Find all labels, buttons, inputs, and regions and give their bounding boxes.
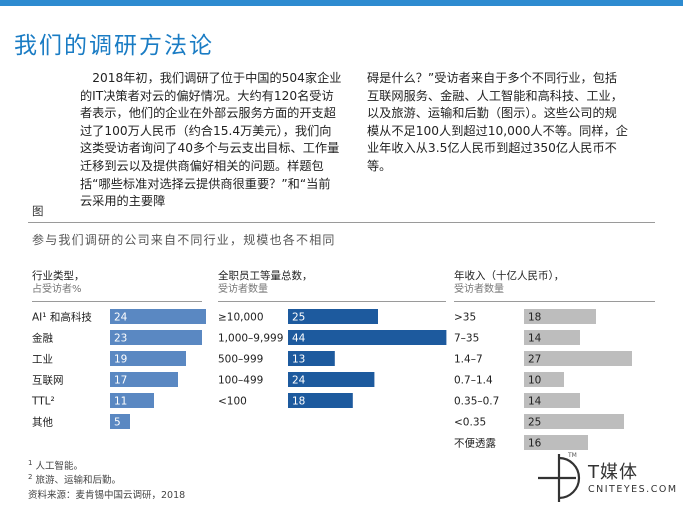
cniteyes-logo-icon — [538, 454, 581, 502]
industry-bar — [110, 330, 202, 345]
industry-category-label: 工业 — [32, 354, 53, 366]
logo-site: CNITEYES.COM — [588, 484, 678, 495]
footnote-2-mark: 2 — [28, 472, 33, 481]
industry-subtitle: 占受访者% — [32, 284, 82, 295]
revenue-chart: >35 18 7–35 14 1.4–7 27 0.7–1.4 10 0.35–0.7 14 <0.… — [454, 309, 632, 450]
industry-bar — [110, 393, 154, 408]
source-note: 资料来源：麦肯锡中国云调研，2018 — [28, 490, 186, 501]
industry-bar — [110, 309, 206, 324]
industry-bar — [110, 372, 178, 387]
employees-bar — [288, 372, 375, 387]
revenue-value-label: 14 — [528, 333, 542, 345]
industry-category-label: 其他 — [32, 416, 53, 429]
employees-value-label: 18 — [292, 396, 305, 408]
footnote-1-mark: 1 — [28, 458, 33, 467]
employees-bar — [288, 309, 378, 324]
footnote-2: 2 旅游、运输和后勤。 — [28, 472, 121, 486]
employees-rule — [218, 301, 446, 302]
revenue-rule — [454, 301, 655, 302]
employees-category-label: <100 — [218, 396, 247, 408]
employees-category-label: 1,000–9,999 — [218, 333, 283, 345]
revenue-value-label: 10 — [528, 375, 541, 387]
revenue-value-label: 27 — [528, 354, 541, 366]
employees-value-label: 44 — [292, 333, 306, 345]
revenue-bar — [524, 372, 564, 387]
intro-text-left: 2018年初，我们调研了位于中国的504家企业的IT决策者对云的偏好情况。大约有… — [80, 70, 342, 211]
revenue-category-label: >35 — [454, 312, 476, 324]
revenue-value-label: 25 — [528, 417, 541, 429]
revenue-value-label: 16 — [528, 438, 542, 450]
industry-value-label: 24 — [114, 312, 128, 324]
industry-value-label: 23 — [114, 333, 127, 345]
employees-bar — [288, 393, 353, 408]
revenue-value-label: 18 — [528, 312, 541, 324]
revenue-bar — [524, 351, 632, 366]
employees-value-label: 24 — [292, 375, 306, 387]
revenue-bar — [524, 435, 588, 450]
employees-value-label: 25 — [292, 312, 305, 324]
industry-title: 行业类型， — [32, 270, 85, 282]
intro-paragraph-right: 碍是什么？”受访者来自于多个不同行业，包括互联网服务、金融、人工智能和高科技、工… — [367, 71, 628, 173]
footnote-1-text: 人工智能。 — [35, 461, 84, 472]
industry-rule — [32, 301, 202, 302]
employees-bar — [288, 351, 335, 366]
employees-value-label: 13 — [292, 354, 305, 366]
revenue-bar — [524, 393, 580, 408]
revenue-category-label: 1.4–7 — [454, 354, 483, 366]
revenue-title: 年收入（十亿人民币）， — [454, 270, 565, 282]
revenue-category-label: 0.7–1.4 — [454, 375, 493, 387]
revenue-header: 年收入（十亿人民币）， 受访者数量 — [454, 269, 564, 297]
employees-title: 全职员工等量总数， — [218, 270, 313, 282]
revenue-value-label: 14 — [528, 396, 542, 408]
footnote-1: 1 人工智能。 — [28, 458, 83, 472]
industry-value-label: 17 — [114, 375, 127, 387]
employees-category-label: 100–499 — [218, 375, 263, 387]
industry-chart: AI¹ 和高科技 24 金融 23 工业 19 互联网 17 TTL² 11 其他 5 — [31, 309, 206, 429]
logo-trademark: TM — [568, 452, 577, 459]
employees-chart: ≥10,000 25 1,000–9,999 44 500–999 13 100–499 24… — [218, 309, 447, 408]
employees-subtitle: 受访者数量 — [218, 284, 268, 295]
intro-paragraph-left: 2018年初，我们调研了位于中国的504家企业的IT决策者对云的偏好情况。大约有… — [80, 71, 342, 209]
industry-category-label: AI¹ 和高科技 — [32, 311, 92, 324]
top-accent-bar — [0, 0, 683, 6]
employees-bar — [288, 330, 447, 345]
footnote-2-text: 旅游、运输和后勤。 — [35, 475, 122, 486]
employees-category-label: 500–999 — [218, 354, 263, 366]
page-heading: 我们的调研方法论 — [14, 33, 214, 59]
employees-header: 全职员工等量总数， 受访者数量 — [218, 269, 313, 297]
revenue-category-label: 0.35–0.7 — [454, 396, 499, 408]
industry-value-label: 5 — [114, 417, 121, 429]
industry-bar — [110, 351, 186, 366]
revenue-bar — [524, 414, 624, 429]
industry-value-label: 19 — [114, 354, 127, 366]
figure-top-rule — [28, 222, 655, 223]
figure-label: 图 — [32, 204, 44, 218]
industry-bar — [110, 414, 130, 429]
logo-name: T媒体 — [588, 462, 638, 483]
revenue-subtitle: 受访者数量 — [454, 284, 504, 295]
industry-value-label: 11 — [114, 396, 127, 408]
industry-category-label: TTL² — [31, 396, 55, 408]
revenue-category-label: <0.35 — [454, 417, 486, 429]
industry-category-label: 金融 — [32, 332, 53, 345]
intro-text-right: 碍是什么？”受访者来自于多个不同行业，包括互联网服务、金融、人工智能和高科技、工… — [367, 70, 629, 176]
revenue-category-label: 7–35 — [454, 333, 479, 345]
revenue-bar — [524, 330, 580, 345]
figure-caption: 参与我们调研的公司来自不同行业，规模也各不相同 — [32, 233, 336, 247]
revenue-bar — [524, 309, 596, 324]
revenue-category-label: 不便透露 — [454, 437, 496, 450]
employees-category-label: ≥10,000 — [218, 312, 264, 324]
industry-header: 行业类型， 占受访者% — [32, 269, 85, 297]
industry-category-label: 互联网 — [32, 375, 64, 387]
